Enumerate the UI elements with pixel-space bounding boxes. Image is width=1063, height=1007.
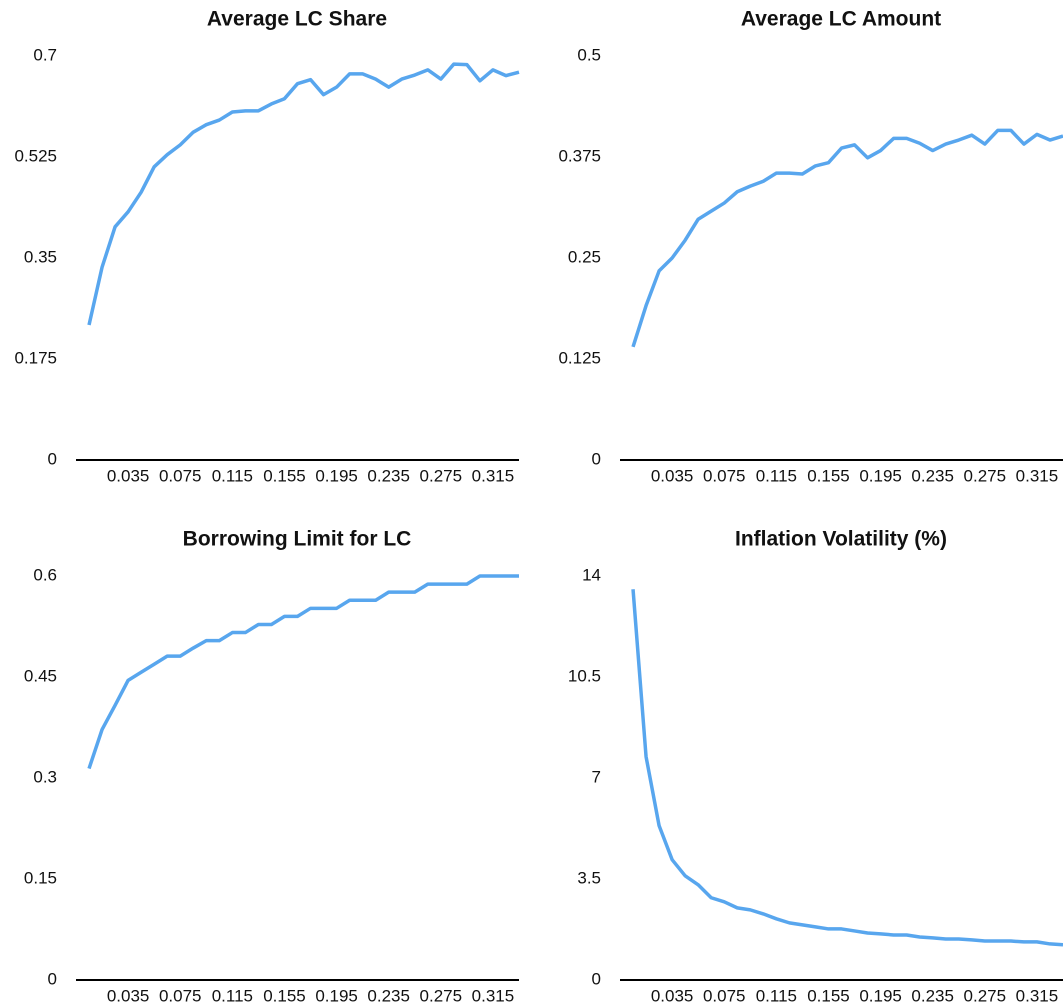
data-line (631, 589, 1063, 947)
data-line (87, 62, 520, 326)
x-tick-label: 0.315 (472, 986, 515, 1005)
y-tick-label: 0.25 (568, 247, 601, 266)
y-tick-label: 0.175 (14, 348, 57, 367)
x-tick-label: 0.275 (964, 466, 1007, 485)
y-tick-label: 0.3 (33, 767, 57, 786)
x-tick-label: 0.115 (212, 466, 253, 485)
x-tick-label: 0.075 (703, 466, 746, 485)
chart-title: Borrowing Limit for LC (183, 528, 412, 551)
x-tick-label: 0.275 (964, 986, 1007, 1005)
x-tick-label: 0.155 (263, 466, 306, 485)
y-tick-label: 0.125 (558, 348, 601, 367)
x-tick-label: 0.155 (263, 986, 306, 1005)
x-tick-label: 0.155 (807, 466, 850, 485)
x-tick-label: 0.115 (756, 986, 797, 1005)
y-tick-label: 0.35 (24, 247, 57, 266)
y-tick-label: 0.375 (558, 146, 601, 165)
x-tick-label: 0.235 (911, 986, 954, 1005)
x-tick-label: 0.075 (703, 986, 746, 1005)
y-tick-label: 0.45 (24, 666, 57, 685)
y-tick-label: 10.5 (568, 666, 601, 685)
x-tick-label: 0.035 (107, 986, 150, 1005)
x-tick-label: 0.035 (651, 986, 694, 1005)
x-tick-label: 0.035 (107, 466, 150, 485)
x-tick-label: 0.155 (807, 986, 850, 1005)
x-tick-label: 0.315 (1016, 466, 1059, 485)
x-tick-label: 0.075 (159, 466, 202, 485)
x-tick-label: 0.035 (651, 466, 694, 485)
x-tick-label: 0.235 (367, 986, 410, 1005)
y-tick-label: 3.5 (577, 868, 601, 887)
y-tick-label: 14 (582, 565, 601, 584)
x-tick-label: 0.195 (315, 466, 358, 485)
x-tick-label: 0.195 (859, 466, 902, 485)
x-tick-label: 0.235 (367, 466, 410, 485)
chart-title: Inflation Volatility (%) (735, 528, 947, 551)
x-tick-label: 0.275 (420, 986, 463, 1005)
y-tick-label: 0 (48, 449, 57, 468)
data-line (87, 574, 519, 770)
y-tick-label: 0.6 (33, 565, 57, 584)
x-tick-label: 0.315 (1016, 986, 1059, 1005)
x-tick-label: 0.275 (420, 466, 463, 485)
chart-title: Average LC Amount (741, 8, 941, 31)
y-tick-label: 0.5 (577, 45, 601, 64)
y-tick-label: 0.15 (24, 868, 57, 887)
x-tick-label: 0.195 (859, 986, 902, 1005)
y-tick-label: 0.7 (33, 45, 57, 64)
x-tick-label: 0.235 (911, 466, 954, 485)
x-tick-label: 0.315 (472, 466, 515, 485)
chart-title: Average LC Share (207, 8, 387, 31)
data-line (631, 128, 1063, 348)
y-tick-label: 7 (592, 767, 601, 786)
y-tick-label: 0 (592, 969, 601, 988)
y-tick-label: 0 (48, 969, 57, 988)
x-tick-label: 0.195 (315, 986, 358, 1005)
x-tick-label: 0.115 (212, 986, 253, 1005)
x-tick-label: 0.115 (756, 466, 797, 485)
x-tick-label: 0.075 (159, 986, 202, 1005)
y-tick-label: 0.525 (14, 146, 57, 165)
y-tick-label: 0 (592, 449, 601, 468)
